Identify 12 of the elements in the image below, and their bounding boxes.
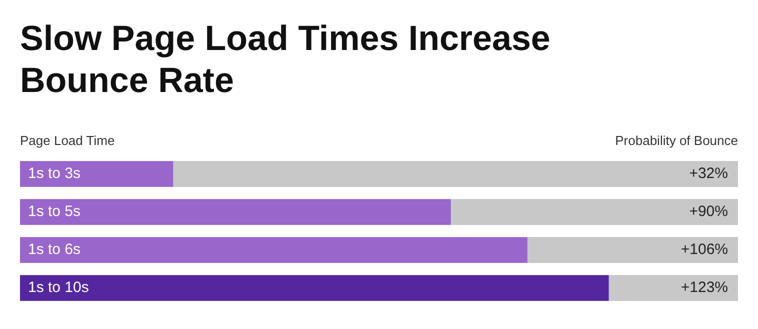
data-label: +123%	[680, 279, 728, 296]
y-axis-title: Page Load Time	[20, 133, 115, 148]
data-label: +106%	[680, 241, 728, 258]
y-tick-label: 1s to 5s	[28, 203, 81, 220]
y-tick-label: 1s to 6s	[28, 241, 81, 258]
y-tick-label: 1s to 3s	[28, 165, 81, 182]
bar	[20, 161, 174, 187]
x-axis-title: Probability of Bounce	[615, 133, 738, 148]
data-label: +32%	[689, 165, 728, 182]
chart-title: Slow Page Load Times Increase Bounce Rate	[20, 18, 552, 102]
data-label: +90%	[689, 203, 728, 220]
y-tick-label: 1s to 10s	[28, 279, 89, 296]
